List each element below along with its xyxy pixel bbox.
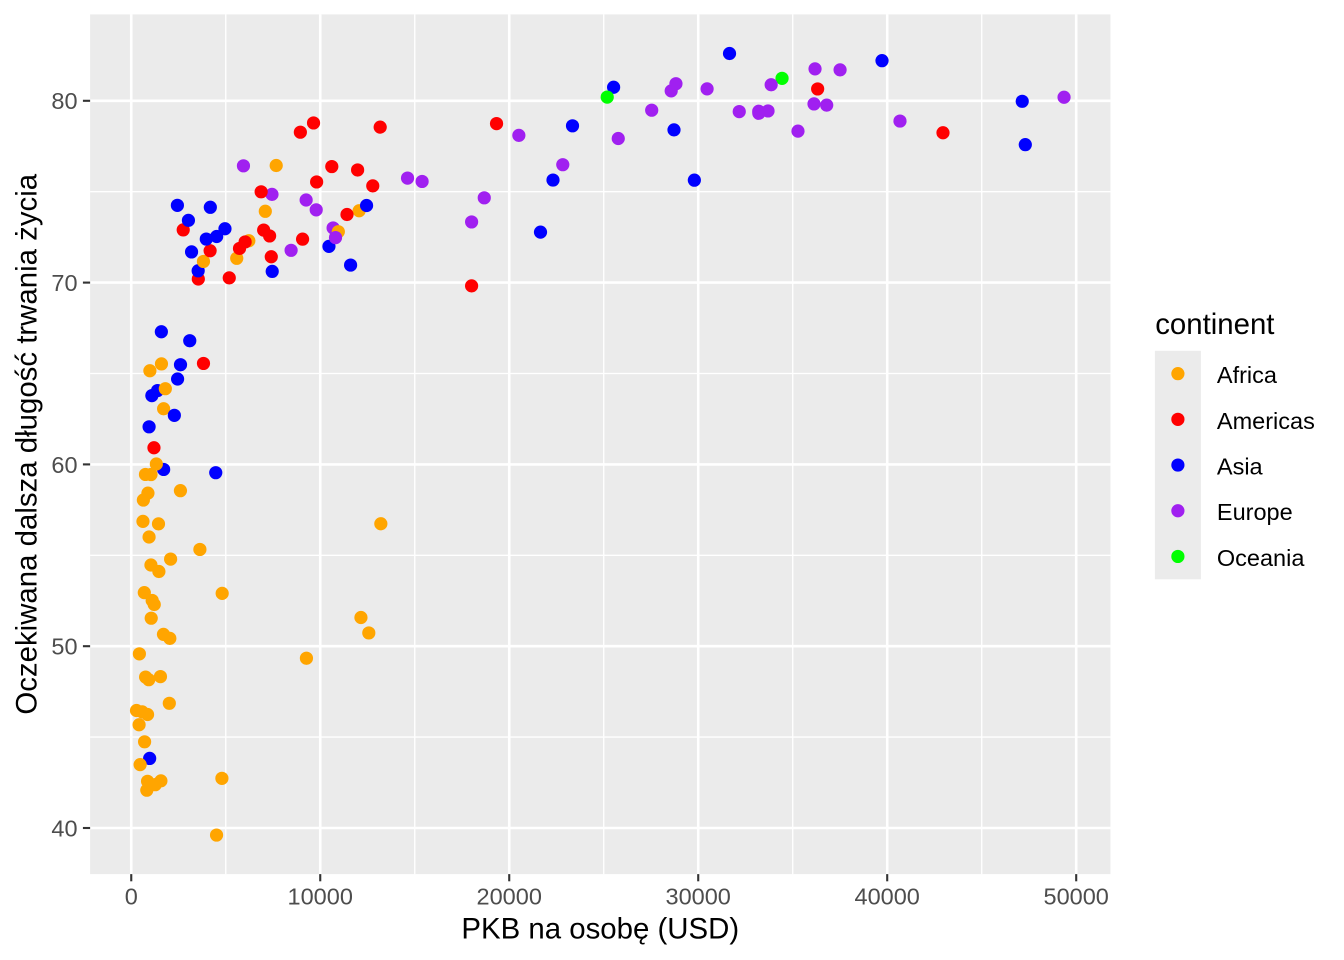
- svg-text:40: 40: [51, 815, 77, 841]
- svg-text:Asia: Asia: [1217, 453, 1264, 479]
- svg-text:Oczekiwana dalsza długość trwa: Oczekiwana dalsza długość trwania życia: [10, 173, 43, 714]
- svg-text:50: 50: [51, 634, 77, 660]
- svg-text:PKB na osobę (USD): PKB na osobę (USD): [461, 912, 739, 945]
- svg-text:80: 80: [51, 88, 77, 114]
- svg-text:10000: 10000: [288, 884, 353, 910]
- svg-text:Americas: Americas: [1217, 408, 1315, 434]
- svg-text:70: 70: [51, 270, 77, 296]
- svg-text:60: 60: [51, 452, 77, 478]
- svg-text:Europe: Europe: [1217, 499, 1293, 525]
- svg-text:Africa: Africa: [1217, 362, 1278, 388]
- svg-text:20000: 20000: [477, 884, 542, 910]
- svg-text:Oceania: Oceania: [1217, 545, 1305, 571]
- svg-text:50000: 50000: [1044, 884, 1109, 910]
- svg-text:40000: 40000: [855, 884, 920, 910]
- svg-text:0: 0: [125, 884, 138, 910]
- svg-text:30000: 30000: [666, 884, 731, 910]
- svg-text:continent: continent: [1155, 308, 1274, 341]
